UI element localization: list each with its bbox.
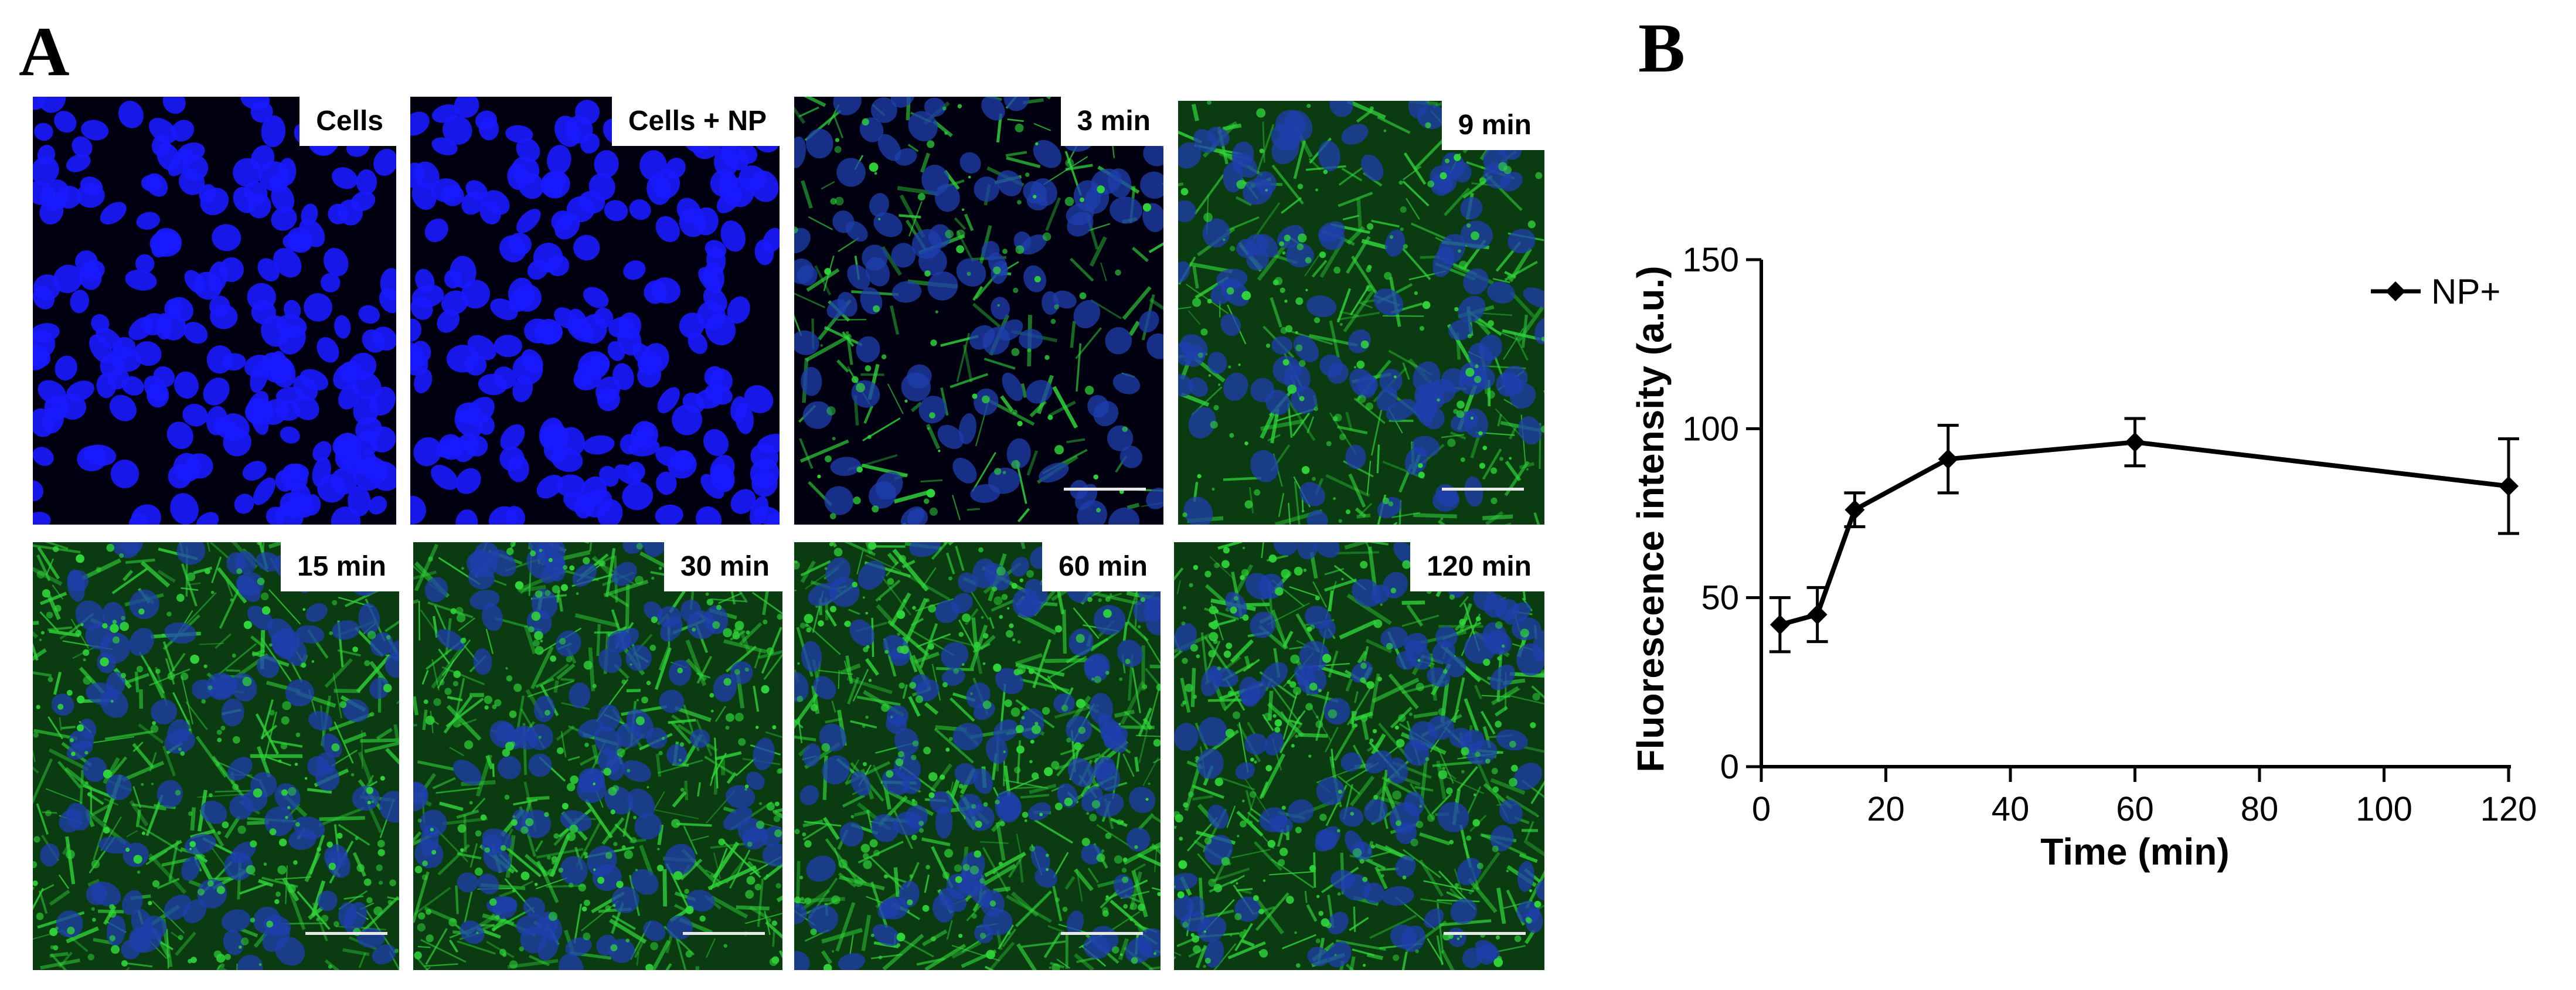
y-tick-label: 150 [1682,241,1739,279]
data-point [1845,499,1865,520]
data-point [1807,604,1828,625]
scale-bar [1444,932,1526,935]
y-tick-label: 0 [1720,748,1739,786]
series-line [1779,440,2509,627]
micrograph-label: Cells [300,97,396,146]
scale-bar [683,932,765,935]
x-tick-label: 0 [1752,790,1771,828]
y-tick-label: 100 [1682,410,1739,448]
micrograph-label: 3 min [1060,97,1163,146]
x-tick-label: 40 [1992,790,2030,828]
scale-bar [1064,488,1146,491]
micrograph-120-min: 120 min [1174,542,1544,970]
micrograph-label: 15 min [280,542,399,591]
micrograph-image [410,97,780,525]
data-point [1769,614,1790,635]
micrograph-image [1174,542,1544,970]
y-axis-label: Fluorescence intensity (a.u.) [1629,266,1672,772]
data-point [2499,476,2519,496]
micrograph-cells: Cells [33,97,396,525]
micrograph-label: 30 min [663,542,782,591]
scale-bar [305,932,387,935]
micrograph-label: Cells + NP [611,97,780,146]
micrograph-15-min: 15 min [33,542,399,970]
scale-bar [1442,488,1524,491]
micrograph-label: 9 min [1441,101,1544,150]
legend-marker [2386,281,2405,301]
scale-bar [1061,932,1143,935]
x-tick-label: 80 [2241,790,2279,828]
x-tick-label: 60 [2116,790,2154,828]
panel-a-letter: A [19,12,70,90]
micrograph-cells-np: Cells + NP [410,97,780,525]
x-tick-label: 20 [1867,790,1905,828]
x-axis-label: Time (min) [2040,831,2229,873]
x-tick-label: 120 [2480,790,2537,828]
data-point [2125,432,2145,453]
micrograph-9-min: 9 min [1178,101,1544,525]
micrograph-30-min: 30 min [413,542,782,970]
micrograph-label: 120 min [1410,542,1544,591]
data-point [1938,449,1958,470]
x-tick-label: 100 [2356,790,2412,828]
micrograph-image [794,542,1161,970]
micrograph-image [413,542,782,970]
micrograph-image [33,97,396,525]
micrograph-label: 60 min [1042,542,1161,591]
panel-b-letter: B [1638,9,1686,87]
micrograph-60-min: 60 min [794,542,1161,970]
legend-label: NP+ [2431,272,2500,311]
micrograph-3-min: 3 min [794,97,1163,525]
y-tick-label: 50 [1701,579,1739,617]
micrograph-image [33,542,399,970]
